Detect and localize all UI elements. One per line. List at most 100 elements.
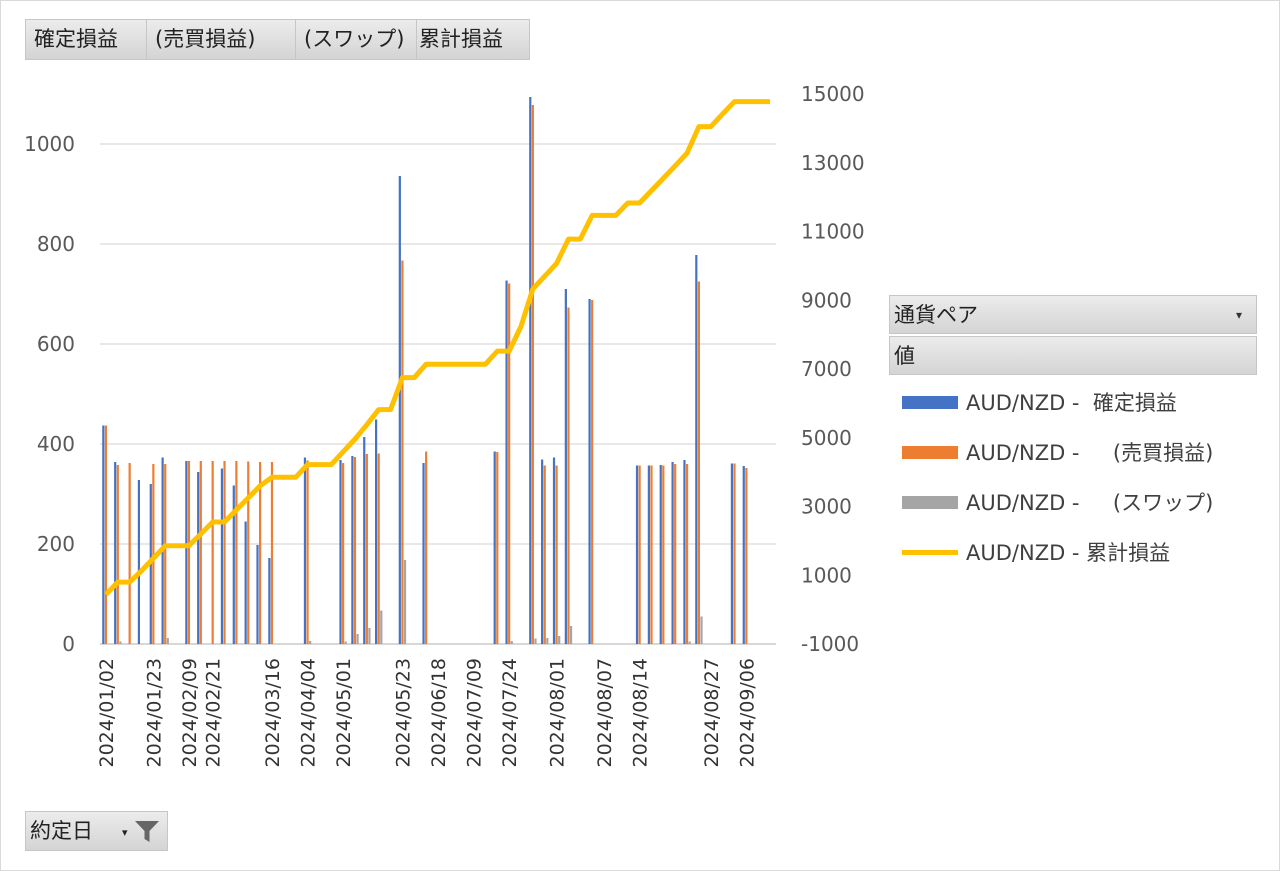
legend-swatch <box>902 549 958 555</box>
chevron-down-icon: ▾ <box>1235 308 1242 322</box>
y2-tick-label: 13000 <box>801 151 865 175</box>
bar <box>700 616 703 644</box>
bar <box>268 558 271 644</box>
x-tick-label: 2024/08/07 <box>594 658 616 768</box>
bar <box>671 462 674 644</box>
field-button-trade-pl[interactable]: (売買損益) <box>146 19 296 60</box>
primary-axis-ticks: 0 200 400 600 800 1000 <box>24 132 75 656</box>
y2-tick-label: 7000 <box>801 357 852 381</box>
legend-field-button[interactable]: 通貨ペア ▾ <box>889 295 1257 334</box>
bar <box>104 425 108 644</box>
legend-item-swap[interactable]: AUD/NZD - (スワップ) <box>902 482 1213 522</box>
y-tick-label: 800 <box>37 232 75 256</box>
legend-swatch <box>902 395 958 409</box>
bar <box>363 437 366 644</box>
bar <box>344 641 347 644</box>
bar <box>365 454 368 644</box>
bar <box>635 465 639 644</box>
bar <box>745 468 748 644</box>
bar <box>564 289 567 644</box>
bar <box>375 419 378 644</box>
bar <box>558 636 561 644</box>
bar <box>683 460 686 644</box>
bar <box>543 465 546 644</box>
bar <box>306 460 309 644</box>
x-tick-label: 2024/07/24 <box>499 658 521 768</box>
bar <box>541 459 544 644</box>
bar <box>662 465 665 644</box>
bar <box>697 281 701 644</box>
bar <box>647 465 650 644</box>
bar <box>256 545 259 644</box>
x-tick-label: 2024/05/01 <box>333 658 355 768</box>
x-tick-label: 2024/01/02 <box>96 658 118 768</box>
y2-tick-label: 5000 <box>801 426 852 450</box>
x-tick-label: 2024/05/23 <box>392 658 414 768</box>
bar <box>351 456 354 644</box>
y2-tick-label: 9000 <box>801 288 852 312</box>
bar <box>119 641 122 644</box>
bar <box>422 463 425 644</box>
bar <box>398 176 401 644</box>
bar <box>496 452 499 644</box>
y-tick-label: 0 <box>62 632 75 656</box>
legend-label: AUD/NZD - 確定損益 <box>966 391 1177 415</box>
field-button-swap[interactable]: (スワップ) <box>295 19 417 60</box>
values-header: 値 <box>889 336 1257 375</box>
legend-item-cumulative-pl[interactable]: AUD/NZD - 累計損益 <box>902 532 1170 572</box>
bar <box>529 97 532 644</box>
bar <box>555 465 558 644</box>
x-tick-label: 2024/01/23 <box>143 658 165 768</box>
bar <box>164 464 167 644</box>
y2-tick-label: 11000 <box>801 220 865 244</box>
secondary-axis-ticks: -1000 1000 3000 5000 7000 9000 11000 13000 15000 <box>801 82 865 656</box>
bar <box>235 461 238 644</box>
bar <box>187 461 191 644</box>
y2-tick-label: -1000 <box>801 632 859 656</box>
bar <box>380 610 383 644</box>
x-tick-label: 2024/02/09 <box>179 658 201 768</box>
bar <box>223 461 226 644</box>
x-tick-label: 2024/07/09 <box>464 658 486 768</box>
bar <box>401 260 404 644</box>
bar <box>128 463 131 644</box>
bar <box>199 461 202 644</box>
bar <box>247 461 250 644</box>
legend-swatch <box>902 445 958 459</box>
values-header-label: 値 <box>894 344 915 368</box>
bar <box>659 465 662 644</box>
bar-series <box>102 97 748 644</box>
bar <box>730 463 733 644</box>
bar <box>102 425 105 644</box>
field-button-confirmed-pl[interactable]: 確定損益 <box>25 19 147 60</box>
bar <box>552 457 556 644</box>
x-tick-label: 2024/08/01 <box>547 658 569 768</box>
bar <box>403 560 407 644</box>
bar <box>185 461 188 644</box>
bar <box>259 462 262 644</box>
bar <box>232 485 235 644</box>
bar <box>685 464 689 644</box>
legend-swatch <box>902 495 958 509</box>
y-tick-label: 600 <box>37 332 75 356</box>
axis-field-button[interactable]: 約定日 ▾ <box>25 811 168 851</box>
filter-funnel-icon <box>135 821 159 842</box>
bar <box>493 451 496 644</box>
x-tick-label: 2024/08/27 <box>701 658 723 768</box>
legend-item-confirmed-pl[interactable]: AUD/NZD - 確定損益 <box>902 382 1177 422</box>
legend-item-trade-pl[interactable]: AUD/NZD - (売買損益) <box>902 432 1213 472</box>
bar <box>569 626 573 644</box>
legend-field-label: 通貨ペア <box>894 303 978 327</box>
bar <box>152 464 155 644</box>
x-tick-label: 2024/06/18 <box>428 658 450 768</box>
field-button-cumulative-pl[interactable]: 累計損益 <box>416 19 530 60</box>
y-tick-label: 200 <box>37 532 75 556</box>
legend-label: AUD/NZD - (売買損益) <box>966 441 1214 465</box>
bar <box>220 468 224 644</box>
bar <box>505 280 508 644</box>
bar <box>353 457 357 644</box>
bar <box>688 641 691 644</box>
bar <box>674 464 677 644</box>
bar <box>531 105 534 644</box>
